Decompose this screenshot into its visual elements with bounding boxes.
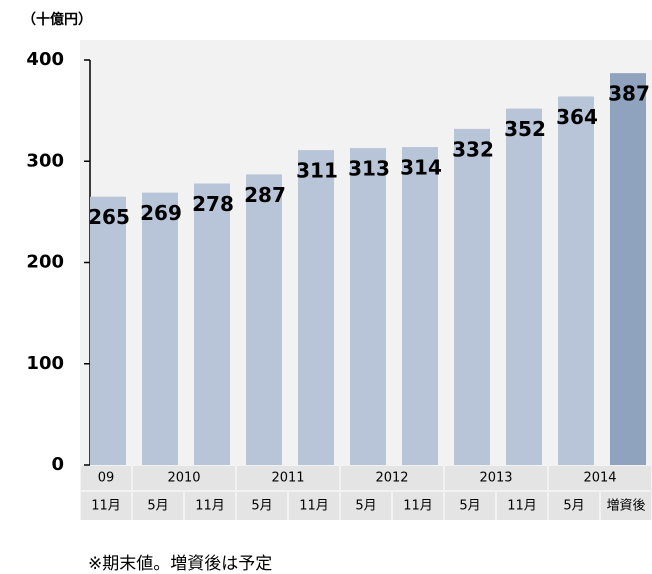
year-cell xyxy=(445,466,547,490)
year-cell xyxy=(237,466,339,490)
month-cell xyxy=(185,492,235,520)
x-tick-label: 5月 xyxy=(251,499,272,514)
year-cell xyxy=(81,466,131,490)
month-cell xyxy=(81,492,131,520)
y-tick-label: 100 xyxy=(26,353,64,374)
month-cell xyxy=(549,492,599,520)
value-label: 311 xyxy=(296,159,338,183)
y-tick-label: 400 xyxy=(26,49,64,70)
year-label: 2010 xyxy=(167,471,200,486)
x-tick-label: 11月 xyxy=(195,499,225,514)
month-cell xyxy=(341,492,391,520)
bar xyxy=(246,174,282,465)
value-label: 387 xyxy=(608,82,650,106)
year-cell xyxy=(341,466,443,490)
year-label: 2011 xyxy=(271,471,304,486)
value-label: 278 xyxy=(192,192,234,216)
year-label: 2013 xyxy=(479,471,512,486)
month-cell xyxy=(393,492,443,520)
bar xyxy=(454,128,490,465)
bar xyxy=(610,73,646,465)
year-cell xyxy=(133,466,235,490)
bar xyxy=(142,192,178,465)
value-label: 269 xyxy=(140,201,182,225)
y-tick-label: 300 xyxy=(26,150,64,171)
x-tick-label: 5月 xyxy=(459,499,480,514)
month-cell xyxy=(601,492,651,520)
value-label: 287 xyxy=(244,183,286,207)
value-label: 364 xyxy=(556,105,598,129)
footnote: ※期末値。増資後は予定 xyxy=(88,554,272,574)
x-tick-label: 5月 xyxy=(563,499,584,514)
year-label: 09 xyxy=(98,471,115,486)
x-tick-label: 11月 xyxy=(299,499,329,514)
month-cell xyxy=(497,492,547,520)
x-tick-label: 11月 xyxy=(91,499,121,514)
value-label: 332 xyxy=(452,137,494,161)
month-cell xyxy=(237,492,287,520)
x-tick-label: 5月 xyxy=(355,499,376,514)
x-tick-label: 11月 xyxy=(507,499,537,514)
y-tick-label: 0 xyxy=(51,454,64,475)
bar xyxy=(298,150,334,466)
year-cell xyxy=(549,466,651,490)
month-cell xyxy=(289,492,339,520)
bar xyxy=(350,148,386,465)
year-label: 2014 xyxy=(583,471,616,486)
value-label: 265 xyxy=(88,205,130,229)
unit-label: （十億円） xyxy=(22,11,92,28)
x-tick-label: 5月 xyxy=(147,499,168,514)
bar xyxy=(506,108,542,465)
bar xyxy=(558,96,594,465)
month-cell xyxy=(133,492,183,520)
year-label: 2012 xyxy=(375,471,408,486)
value-label: 352 xyxy=(504,117,546,141)
value-label: 314 xyxy=(400,156,442,180)
bar xyxy=(90,196,126,465)
x-tick-label: 増資後 xyxy=(606,499,645,514)
y-tick-label: 200 xyxy=(26,252,64,273)
bar xyxy=(402,147,438,465)
month-cell xyxy=(445,492,495,520)
bar xyxy=(194,183,230,465)
x-tick-label: 11月 xyxy=(403,499,433,514)
value-label: 313 xyxy=(348,157,390,181)
